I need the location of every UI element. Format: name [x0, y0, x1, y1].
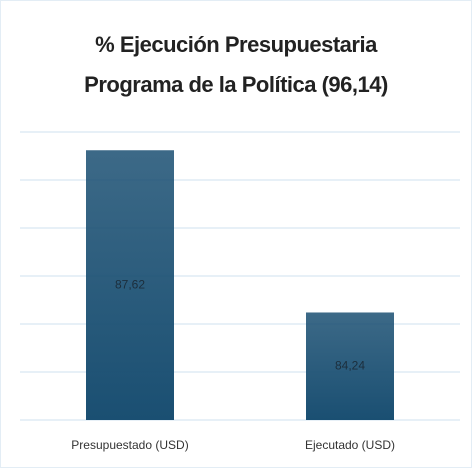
x-tick-label: Ejecutado (USD) — [305, 438, 395, 452]
value-label: 84,24 — [335, 358, 365, 372]
value-label: 87,62 — [115, 277, 145, 291]
chart-title: % Ejecución Presupuestaria — [95, 32, 378, 57]
x-tick-label: Presupuestado (USD) — [71, 438, 188, 452]
bar — [86, 150, 174, 421]
chart-title: Programa de la Política (96,14) — [84, 72, 388, 97]
bar — [306, 312, 394, 420]
